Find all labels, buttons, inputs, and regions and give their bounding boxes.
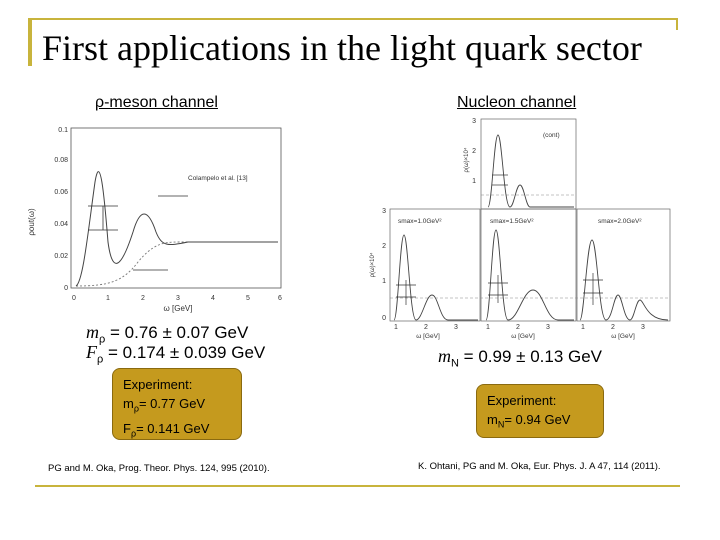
nucleon-xlabel: ω [GeV] bbox=[511, 333, 535, 340]
nucleon-top-curve bbox=[487, 134, 574, 208]
nucleon-panel-3 bbox=[576, 208, 671, 322]
rho-ytick: 0.04 bbox=[54, 221, 68, 228]
nucleon-panel-1-curve bbox=[393, 234, 478, 321]
nucleon-panel-1 bbox=[389, 208, 481, 322]
rho-xlabel: ω [GeV] bbox=[164, 304, 193, 313]
nucleon-top-panel bbox=[480, 118, 577, 210]
rho-xtick: 2 bbox=[141, 295, 145, 302]
title-right-tick bbox=[676, 18, 678, 30]
nucleon-top-ytick: 3 bbox=[472, 118, 476, 125]
nucleon-experiment-box: Experiment: mN= 0.94 GeV bbox=[476, 384, 604, 438]
rho-plot-label: Colampelo et al. [13] bbox=[188, 175, 248, 182]
rho-xtick: 6 bbox=[278, 295, 282, 302]
rho-spectral-plot: 0.1 0.08 0.06 0.04 0.02 0 0 1 2 3 4 5 6 … bbox=[28, 122, 290, 314]
rho-error-bars bbox=[88, 195, 188, 271]
nucleon-xtick: 2 bbox=[611, 324, 615, 331]
nucleon-xtick: 1 bbox=[486, 324, 490, 331]
nucleon-ytick: 3 bbox=[382, 208, 386, 215]
rho-exp-title: Experiment: bbox=[123, 377, 193, 392]
nucleon-xlabel: ω [GeV] bbox=[611, 333, 635, 340]
rho-spectral-curve bbox=[75, 171, 278, 287]
rho-xtick: 3 bbox=[176, 295, 180, 302]
rho-exp-mass: mρ= 0.77 GeV bbox=[123, 396, 206, 414]
nucleon-top-label: (cont) bbox=[543, 132, 560, 139]
rho-continuum-curve bbox=[75, 241, 278, 287]
nucleon-reference: K. Ohtani, PG and M. Oka, Eur. Phys. J. … bbox=[418, 461, 661, 472]
nucleon-panel-2-curve bbox=[485, 229, 574, 321]
nucleon-spectral-plot: 3 2 1 (cont) ρ(ω)×10⁴ smax=1.0GeV² smax=… bbox=[368, 115, 680, 340]
rho-ytick: 0.06 bbox=[54, 189, 68, 196]
nucleon-top-ytick: 2 bbox=[472, 148, 476, 155]
nucleon-xtick: 3 bbox=[546, 324, 550, 331]
rho-experiment-box: Experiment: mρ= 0.77 GeV Fρ= 0.141 GeV bbox=[112, 368, 242, 440]
rho-xtick: 1 bbox=[106, 295, 110, 302]
nucleon-ylabel: ρ(ω)×10⁴ bbox=[369, 252, 376, 277]
nucleon-panel-label: smax=2.0GeV² bbox=[598, 218, 642, 225]
rho-xtick: 5 bbox=[246, 295, 250, 302]
nucleon-exp-mass: mN= 0.94 GeV bbox=[487, 412, 571, 430]
nucleon-xtick: 2 bbox=[424, 324, 428, 331]
rho-reference: PG and M. Oka, Prog. Theor. Phys. 124, 9… bbox=[48, 463, 270, 474]
rho-ylabel: ρout(ω) bbox=[28, 208, 36, 236]
nucleon-mass-result: mN = 0.99 ± 0.13 GeV bbox=[438, 346, 603, 370]
nucleon-ytick: 1 bbox=[382, 278, 386, 285]
nucleon-xtick: 1 bbox=[394, 324, 398, 331]
nucleon-top-ytick: 1 bbox=[472, 178, 476, 185]
rho-decay-result: Fρ = 0.174 ± 0.039 GeV bbox=[86, 342, 266, 366]
nucleon-xtick: 1 bbox=[581, 324, 585, 331]
nucleon-panel-label: smax=1.5GeV² bbox=[490, 218, 534, 225]
rho-plot-frame bbox=[70, 127, 282, 289]
bottom-rule bbox=[35, 485, 680, 487]
nucleon-error-bars bbox=[396, 174, 603, 305]
nucleon-ytick: 0 bbox=[382, 315, 386, 322]
nucleon-panel-2 bbox=[480, 208, 577, 322]
nucleon-top-ylabel: ρ(ω)×10⁴ bbox=[463, 147, 470, 172]
nucleon-xtick: 3 bbox=[454, 324, 458, 331]
nucleon-channel-heading: Nucleon channel bbox=[457, 94, 577, 111]
rho-channel-heading: ρ-meson channel bbox=[95, 94, 218, 111]
nucleon-xlabel: ω [GeV] bbox=[416, 333, 440, 340]
rho-ytick: 0.1 bbox=[58, 127, 68, 134]
title-top-rule bbox=[28, 18, 678, 20]
nucleon-exp-title: Experiment: bbox=[487, 393, 557, 408]
rho-ytick: 0.08 bbox=[54, 157, 68, 164]
rho-ytick: 0 bbox=[64, 285, 68, 292]
rho-xtick: 0 bbox=[72, 295, 76, 302]
rho-xtick: 4 bbox=[211, 295, 215, 302]
slide-title: First applications in the light quark se… bbox=[42, 28, 642, 68]
rho-mass-result: mρ = 0.76 ± 0.07 GeV bbox=[86, 322, 249, 346]
nucleon-panel-label: smax=1.0GeV² bbox=[398, 218, 442, 225]
nucleon-xtick: 3 bbox=[641, 324, 645, 331]
nucleon-ytick: 2 bbox=[382, 243, 386, 250]
nucleon-xtick: 2 bbox=[516, 324, 520, 331]
nucleon-panel-3-curve bbox=[579, 239, 669, 321]
rho-exp-decay: Fρ= 0.141 GeV bbox=[123, 420, 210, 439]
title-accent-bar bbox=[28, 18, 32, 66]
rho-ytick: 0.02 bbox=[54, 253, 68, 260]
